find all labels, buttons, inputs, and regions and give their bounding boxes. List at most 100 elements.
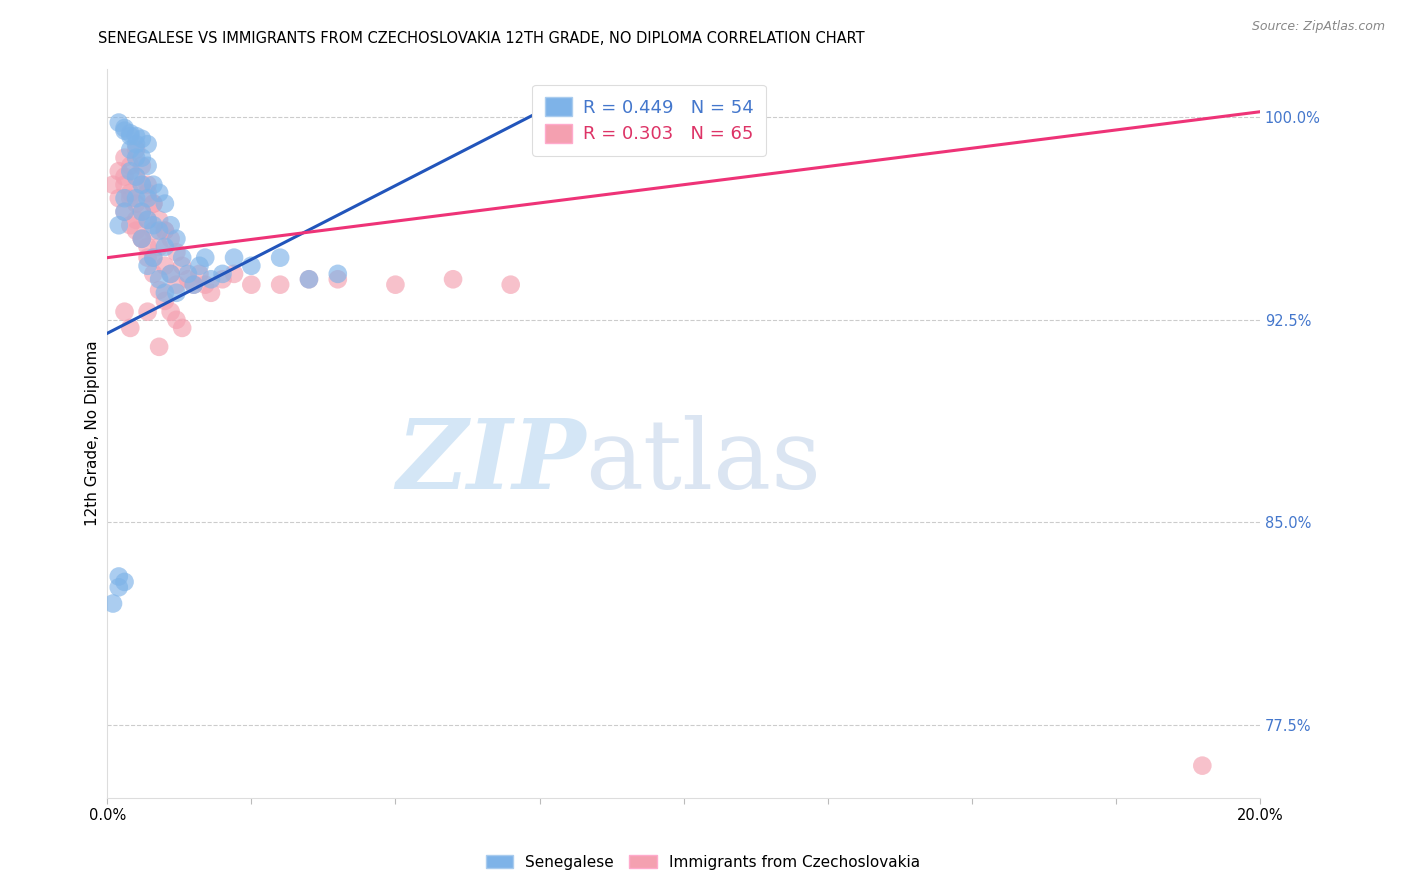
Point (142, 196, 165, 211)
Point (120, 129, 142, 144)
Point (136, 159, 159, 173)
Point (183, 277, 205, 292)
Point (148, 283, 170, 297)
Point (499, 277, 522, 292)
Point (142, 219, 165, 233)
Point (148, 186, 170, 200)
Point (1191, 758, 1213, 772)
Point (165, 232, 187, 246)
Point (153, 224, 176, 238)
Text: Source: ZipAtlas.com: Source: ZipAtlas.com (1251, 20, 1385, 33)
Point (131, 232, 153, 246)
Point (125, 151, 148, 165)
Point (148, 272, 170, 286)
Point (114, 169, 136, 184)
Y-axis label: 12th Grade, No Diploma: 12th Grade, No Diploma (86, 341, 100, 526)
Point (125, 143, 148, 157)
Point (194, 251, 217, 265)
Point (120, 159, 142, 173)
Point (159, 232, 181, 246)
Point (107, 580, 129, 594)
Point (153, 224, 176, 238)
Point (125, 169, 148, 184)
Point (188, 267, 211, 281)
Point (142, 224, 165, 238)
Point (125, 191, 148, 205)
Text: ZIP: ZIP (396, 416, 586, 509)
Point (131, 204, 153, 219)
Point (142, 251, 165, 265)
Point (107, 219, 129, 233)
Point (125, 212, 148, 227)
Point (114, 204, 136, 219)
Point (114, 123, 136, 137)
Point (183, 277, 205, 292)
Point (114, 191, 136, 205)
Point (153, 240, 176, 254)
Point (114, 120, 136, 135)
Point (101, 597, 124, 611)
Point (441, 272, 464, 286)
Point (269, 251, 291, 265)
Point (222, 267, 245, 281)
Point (136, 304, 159, 318)
Point (125, 137, 148, 152)
Point (194, 277, 217, 292)
Point (136, 251, 159, 265)
Point (159, 304, 181, 318)
Point (136, 137, 159, 152)
Point (125, 224, 148, 238)
Point (148, 240, 170, 254)
Point (172, 251, 194, 265)
Point (148, 212, 170, 227)
Point (131, 178, 153, 192)
Point (120, 186, 142, 200)
Point (107, 191, 129, 205)
Point (153, 259, 176, 273)
Point (165, 277, 187, 292)
Point (222, 251, 245, 265)
Point (148, 340, 170, 354)
Point (120, 191, 142, 205)
Point (131, 151, 153, 165)
Point (240, 259, 263, 273)
Point (298, 272, 321, 286)
Legend: R = 0.449   N = 54, R = 0.303   N = 65: R = 0.449 N = 54, R = 0.303 N = 65 (531, 85, 766, 156)
Point (153, 285, 176, 300)
Point (177, 267, 200, 281)
Point (172, 259, 194, 273)
Point (120, 164, 142, 178)
Point (114, 204, 136, 219)
Point (114, 151, 136, 165)
Point (131, 232, 153, 246)
Point (125, 196, 148, 211)
Point (142, 196, 165, 211)
Point (165, 245, 187, 260)
Point (131, 159, 153, 173)
Point (153, 293, 176, 308)
Point (200, 272, 222, 286)
Point (298, 272, 321, 286)
Point (114, 574, 136, 589)
Point (326, 267, 349, 281)
Point (136, 178, 159, 192)
Point (165, 285, 187, 300)
Point (136, 191, 159, 205)
Point (177, 272, 200, 286)
Point (107, 164, 129, 178)
Point (142, 178, 165, 192)
Point (120, 219, 142, 233)
Point (131, 178, 153, 192)
Point (159, 267, 181, 281)
Point (172, 321, 194, 335)
Point (142, 267, 165, 281)
Point (131, 204, 153, 219)
Point (131, 132, 153, 146)
Point (114, 304, 136, 318)
Point (159, 267, 181, 281)
Point (136, 240, 159, 254)
Point (136, 259, 159, 273)
Point (159, 219, 181, 233)
Point (136, 212, 159, 227)
Text: SENEGALESE VS IMMIGRANTS FROM CZECHOSLOVAKIA 12TH GRADE, NO DIPLOMA CORRELATION : SENEGALESE VS IMMIGRANTS FROM CZECHOSLOV… (98, 31, 865, 46)
